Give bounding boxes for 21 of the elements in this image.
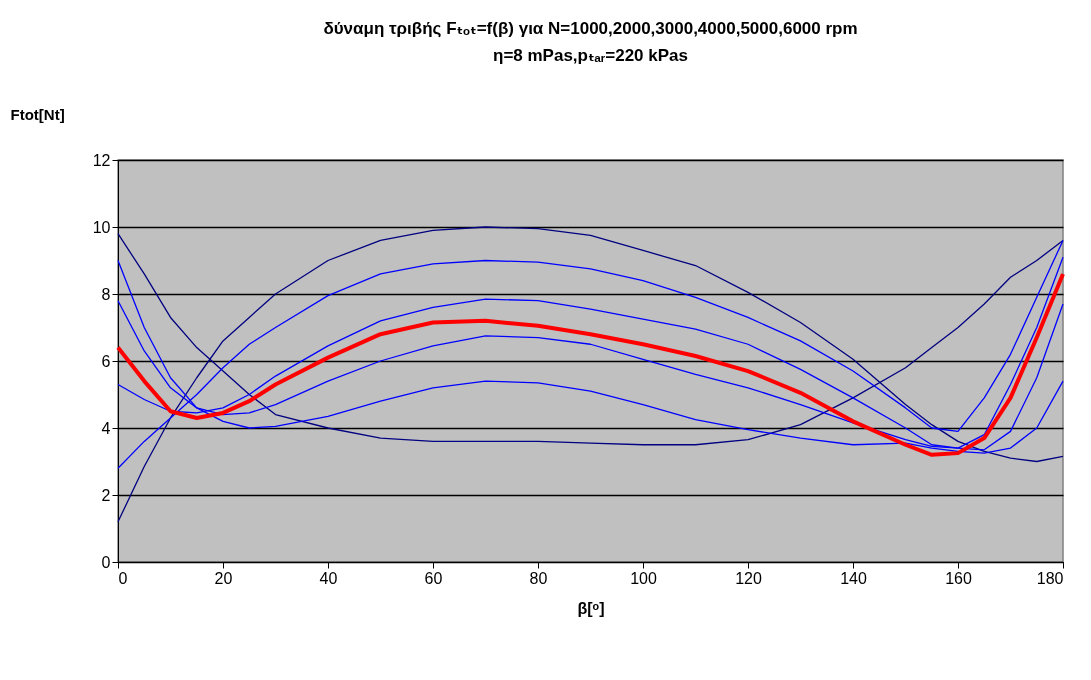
x-tick-label: 80 <box>529 569 548 587</box>
y-tick-label: 8 <box>101 285 111 303</box>
x-tick-label: 140 <box>840 569 867 587</box>
y-tick-label: 10 <box>92 218 111 236</box>
y-tick-label: 12 <box>92 151 111 169</box>
x-tick-label: 40 <box>319 569 338 587</box>
x-tick-label: 100 <box>630 569 657 587</box>
y-tick-label: 0 <box>101 553 111 571</box>
x-tick-label: 120 <box>735 569 762 587</box>
y-axis-title: Ftot[Nt] <box>10 105 65 123</box>
chart-title: δύναμη τριβής Fₜₒₜ=f(β) για N=1000,2000,3000,4000,5000,6000 rpm <box>323 19 858 38</box>
y-tick-label: 6 <box>101 352 111 370</box>
x-axis-title: β[ᵒ] <box>577 599 605 617</box>
x-tick-label: 180 <box>1036 569 1064 587</box>
x-tick-label: 60 <box>424 569 443 587</box>
x-tick-label: 160 <box>945 569 972 587</box>
y-tick-label: 2 <box>101 486 111 504</box>
x-tick-label: 20 <box>214 569 233 587</box>
chart-subtitle: η=8 mPas,pₜₐᵣ=220 kPas <box>493 46 688 65</box>
y-tick-label: 4 <box>101 419 111 437</box>
x-tick-label: 0 <box>118 569 128 587</box>
